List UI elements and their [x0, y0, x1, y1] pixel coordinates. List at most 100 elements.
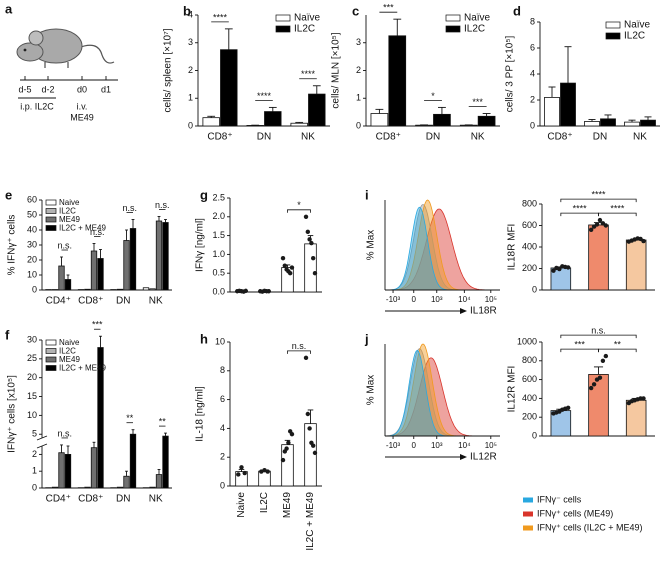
y-tick-label: 0: [532, 430, 537, 440]
x-tick-label: NK: [149, 494, 163, 505]
x-tick-label: 0: [412, 441, 417, 450]
significance-label: **: [159, 416, 167, 426]
bar: [84, 486, 91, 489]
y-tick-label: 600: [522, 220, 537, 230]
data-point: [242, 470, 247, 476]
panel-label: b: [183, 3, 191, 18]
data-point: [282, 263, 288, 268]
y-tick-label: 10: [27, 410, 37, 420]
bar: [149, 486, 156, 489]
y-tick-label: 0: [32, 482, 37, 492]
legend-swatch: [45, 348, 57, 354]
legend-label: IL2C + ME49: [59, 224, 106, 233]
y-tick-label: 2: [220, 452, 225, 462]
data-point: [303, 355, 309, 361]
significance-label: ***: [383, 3, 394, 13]
bar: [388, 35, 407, 127]
y-tick-label: 6: [530, 42, 535, 52]
axis-break: [36, 443, 48, 449]
x-tick-label: CD8⁺: [207, 132, 232, 143]
data-point: [266, 289, 272, 294]
data-point: [310, 255, 316, 261]
legend-label: IL2C: [59, 347, 76, 356]
data-point: [243, 288, 249, 294]
y-tick-label: 0: [220, 480, 225, 490]
legend-label: ME49: [59, 355, 80, 364]
x-tick-label: NK: [301, 132, 315, 143]
significance-label: **: [614, 339, 622, 349]
y-axis-title: % Max: [366, 375, 377, 406]
y-tick-label: 2: [188, 65, 193, 75]
panel-label: g: [200, 187, 208, 202]
bar-chart: b cells/ spleen [×10⁷] 0 1 2 3 4 CD8⁺ DN NK NaïveI…: [163, 3, 330, 143]
legend-swatch: [45, 216, 57, 223]
y-tick-label: 4: [220, 423, 225, 433]
y-tick-label: 50: [27, 209, 37, 219]
legend-label: IL2C: [294, 24, 315, 35]
data-point: [236, 472, 241, 477]
x-tick-label: IL2C + ME49: [305, 492, 316, 551]
flow-histogram: j % Max -10³ 0 10³ 10⁴ 10⁵ IL12R: [364, 331, 500, 463]
significance-bracket: [560, 334, 637, 339]
bar: [162, 222, 169, 291]
bar: [84, 288, 91, 291]
y-tick-label: 1.0: [212, 249, 225, 259]
y-axis-title: IFNγ [ng/ml]: [195, 218, 206, 272]
significance-label: **: [126, 413, 134, 423]
y-tick-label: 1: [356, 93, 361, 103]
y-tick-label: 20: [27, 254, 37, 264]
data-point: [551, 268, 556, 273]
bar: [202, 117, 220, 127]
bar: [90, 447, 98, 489]
mouse-tail: [77, 44, 115, 64]
legend-label: Naïve: [464, 13, 491, 24]
legend-swatch: [605, 32, 621, 40]
bar: [600, 118, 616, 127]
data-point: [286, 440, 291, 445]
x-tick-label: -10³: [386, 295, 401, 304]
data-point: [309, 240, 314, 246]
bar: [97, 258, 104, 291]
timepoint: d1: [101, 84, 111, 94]
legend-swatch: [45, 225, 57, 231]
bar: [116, 288, 124, 291]
bar: [123, 240, 130, 291]
treatment: i.v.: [77, 101, 88, 111]
bar: [264, 111, 282, 127]
panel-label: c: [352, 3, 359, 18]
x-tick-label: NK: [633, 132, 647, 143]
y-tick-label: 4: [188, 9, 193, 19]
data-point: [641, 396, 646, 401]
x-tick-label: NK: [471, 132, 485, 143]
legend-swatch: [275, 25, 291, 33]
y-tick-label: 2: [356, 65, 361, 75]
data-point: [312, 271, 318, 276]
y-axis-title: cells/ 3 PP [×10⁵]: [505, 36, 516, 113]
y-axis-title: IL12R MFI: [507, 366, 518, 413]
y-tick-label: 30: [27, 334, 37, 344]
x-tick-label: DN: [116, 296, 130, 307]
x-tick-label: 10⁴: [458, 441, 471, 450]
x-tick-label: CD4⁺: [46, 494, 71, 505]
significance-bracket: [287, 209, 311, 213]
significance-label: n.s.: [57, 428, 72, 438]
data-point: [600, 358, 606, 363]
data-point: [597, 375, 603, 380]
data-point: [603, 223, 609, 228]
data-point: [310, 443, 316, 448]
y-tick-label: 200: [522, 412, 537, 422]
data-point: [594, 222, 600, 227]
y-tick-label: 10: [215, 336, 225, 346]
bar: [64, 279, 72, 291]
y-axis-title: cells/ MLN [×10⁵]: [331, 32, 342, 108]
y-tick-label: 0.5: [212, 268, 225, 278]
data-point: [280, 255, 286, 261]
legend-swatch: [523, 525, 533, 531]
data-point: [588, 385, 594, 391]
legend-label: ME49: [59, 215, 80, 224]
data-point: [265, 469, 270, 474]
legend-label: IL2C: [59, 207, 76, 216]
